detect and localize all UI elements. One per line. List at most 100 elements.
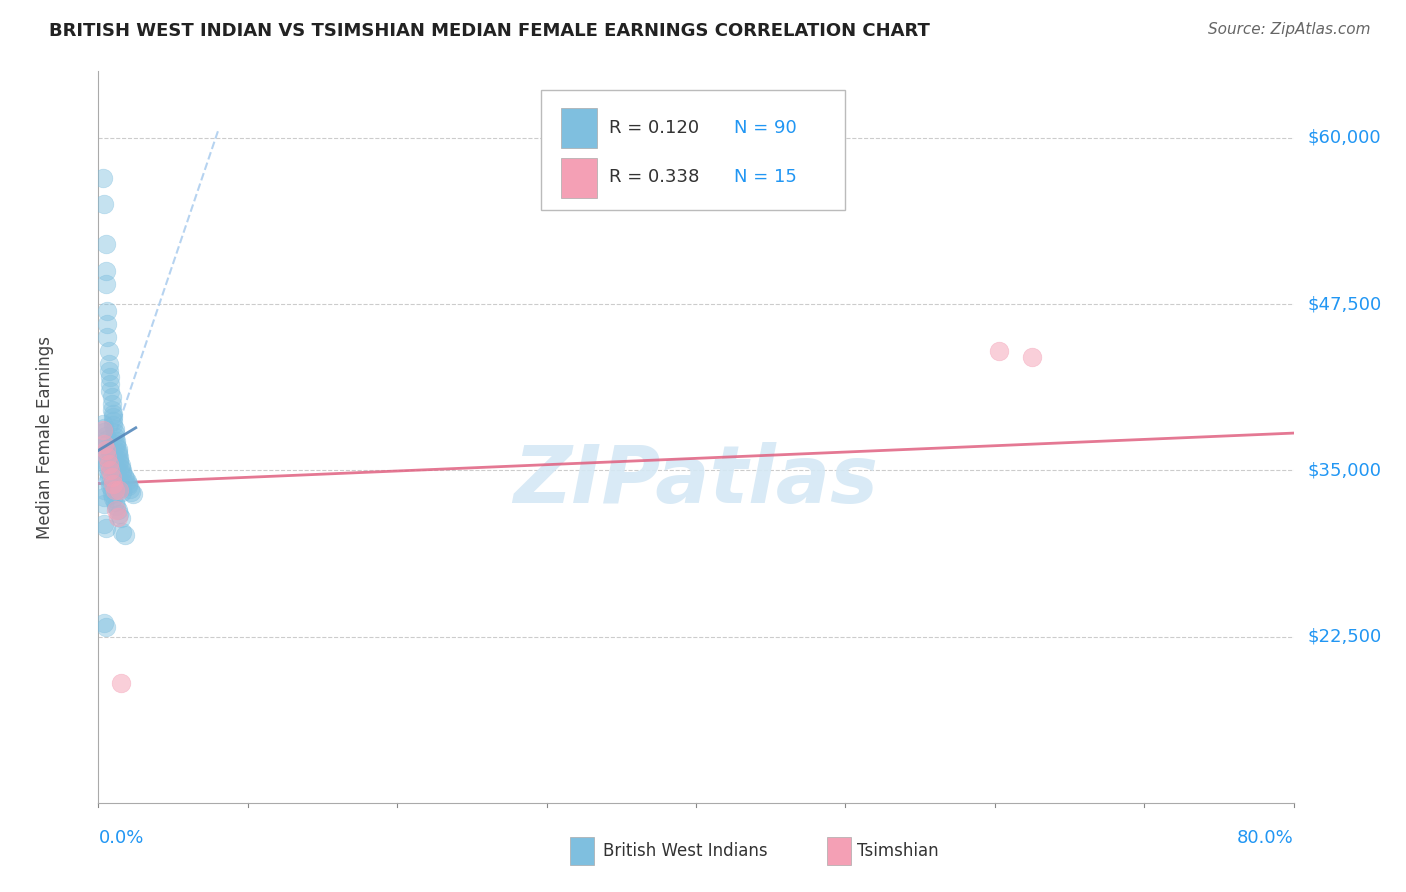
Point <box>96 459 118 474</box>
Point <box>101 403 124 417</box>
Point <box>93 421 115 435</box>
Point <box>93 436 115 450</box>
Bar <box>827 838 852 865</box>
Point <box>94 264 117 278</box>
Point <box>117 479 139 493</box>
Point <box>101 390 124 404</box>
Point <box>120 484 142 499</box>
Point <box>107 473 129 487</box>
Point <box>104 460 127 475</box>
Point <box>93 425 115 439</box>
Point <box>98 384 122 398</box>
Point <box>117 476 139 491</box>
Point <box>94 429 117 443</box>
Point <box>91 417 114 431</box>
Text: ZIPatlas: ZIPatlas <box>513 442 879 520</box>
Point <box>108 452 131 467</box>
Point <box>96 330 118 344</box>
Point <box>103 457 125 471</box>
Point <box>110 460 132 475</box>
Point <box>105 465 128 479</box>
Text: $22,500: $22,500 <box>1308 628 1382 646</box>
Text: N = 90: N = 90 <box>734 120 797 137</box>
Point <box>96 463 118 477</box>
Point <box>96 450 118 464</box>
Text: R = 0.338: R = 0.338 <box>609 169 699 186</box>
Point <box>107 442 129 456</box>
Point <box>94 443 117 458</box>
Point <box>105 434 128 448</box>
Point <box>101 470 124 484</box>
Bar <box>571 838 595 865</box>
Point <box>94 237 117 252</box>
Bar <box>561 158 596 198</box>
Point <box>96 436 118 450</box>
Point <box>105 468 128 483</box>
Point <box>107 509 129 524</box>
Point <box>107 444 129 458</box>
Point <box>104 426 127 441</box>
Point <box>97 471 120 485</box>
Point <box>111 466 134 480</box>
Point <box>103 408 125 422</box>
Point <box>94 451 117 466</box>
Point <box>94 277 117 292</box>
Point <box>110 458 132 472</box>
Point <box>115 474 138 488</box>
Point <box>97 457 120 471</box>
Point <box>93 490 115 504</box>
Point <box>98 376 122 391</box>
Point <box>111 524 134 539</box>
Point <box>114 528 136 542</box>
Text: British West Indians: British West Indians <box>603 842 768 860</box>
Point <box>93 516 115 531</box>
Point <box>104 483 127 498</box>
Point <box>101 483 124 498</box>
Point <box>111 463 134 477</box>
Point <box>96 317 118 331</box>
Point <box>101 397 124 411</box>
Point <box>121 487 143 501</box>
FancyBboxPatch shape <box>541 90 845 211</box>
Point <box>101 487 124 501</box>
Point <box>108 476 131 491</box>
Point <box>93 197 115 211</box>
Point <box>103 418 125 433</box>
Text: N = 15: N = 15 <box>734 169 797 186</box>
Point <box>97 357 120 371</box>
Point <box>108 483 131 498</box>
Point <box>103 491 125 506</box>
Text: $35,000: $35,000 <box>1308 461 1382 479</box>
Point <box>118 482 141 496</box>
Point <box>107 447 129 461</box>
Point <box>107 503 129 517</box>
Point <box>105 500 128 514</box>
Point <box>96 303 118 318</box>
Point <box>98 444 122 458</box>
Point <box>91 443 114 458</box>
Point <box>108 455 131 469</box>
Text: $60,000: $60,000 <box>1308 128 1382 147</box>
Point <box>108 507 131 521</box>
Point <box>98 463 122 477</box>
Point <box>104 495 127 509</box>
Point <box>91 170 114 185</box>
Text: BRITISH WEST INDIAN VS TSIMSHIAN MEDIAN FEMALE EARNINGS CORRELATION CHART: BRITISH WEST INDIAN VS TSIMSHIAN MEDIAN … <box>49 22 931 40</box>
Point <box>103 476 125 491</box>
Point <box>988 343 1011 358</box>
Point <box>112 468 135 483</box>
Point <box>104 430 127 444</box>
Point <box>94 455 117 469</box>
Text: 0.0%: 0.0% <box>98 830 143 847</box>
Point <box>97 343 120 358</box>
Point <box>110 481 132 495</box>
Text: 80.0%: 80.0% <box>1237 830 1294 847</box>
Point <box>108 450 131 464</box>
Point <box>93 497 115 511</box>
Text: Source: ZipAtlas.com: Source: ZipAtlas.com <box>1208 22 1371 37</box>
Point <box>103 452 125 467</box>
Text: Tsimshian: Tsimshian <box>858 842 939 860</box>
Point <box>105 439 128 453</box>
Point <box>111 484 134 499</box>
Text: R = 0.120: R = 0.120 <box>609 120 699 137</box>
